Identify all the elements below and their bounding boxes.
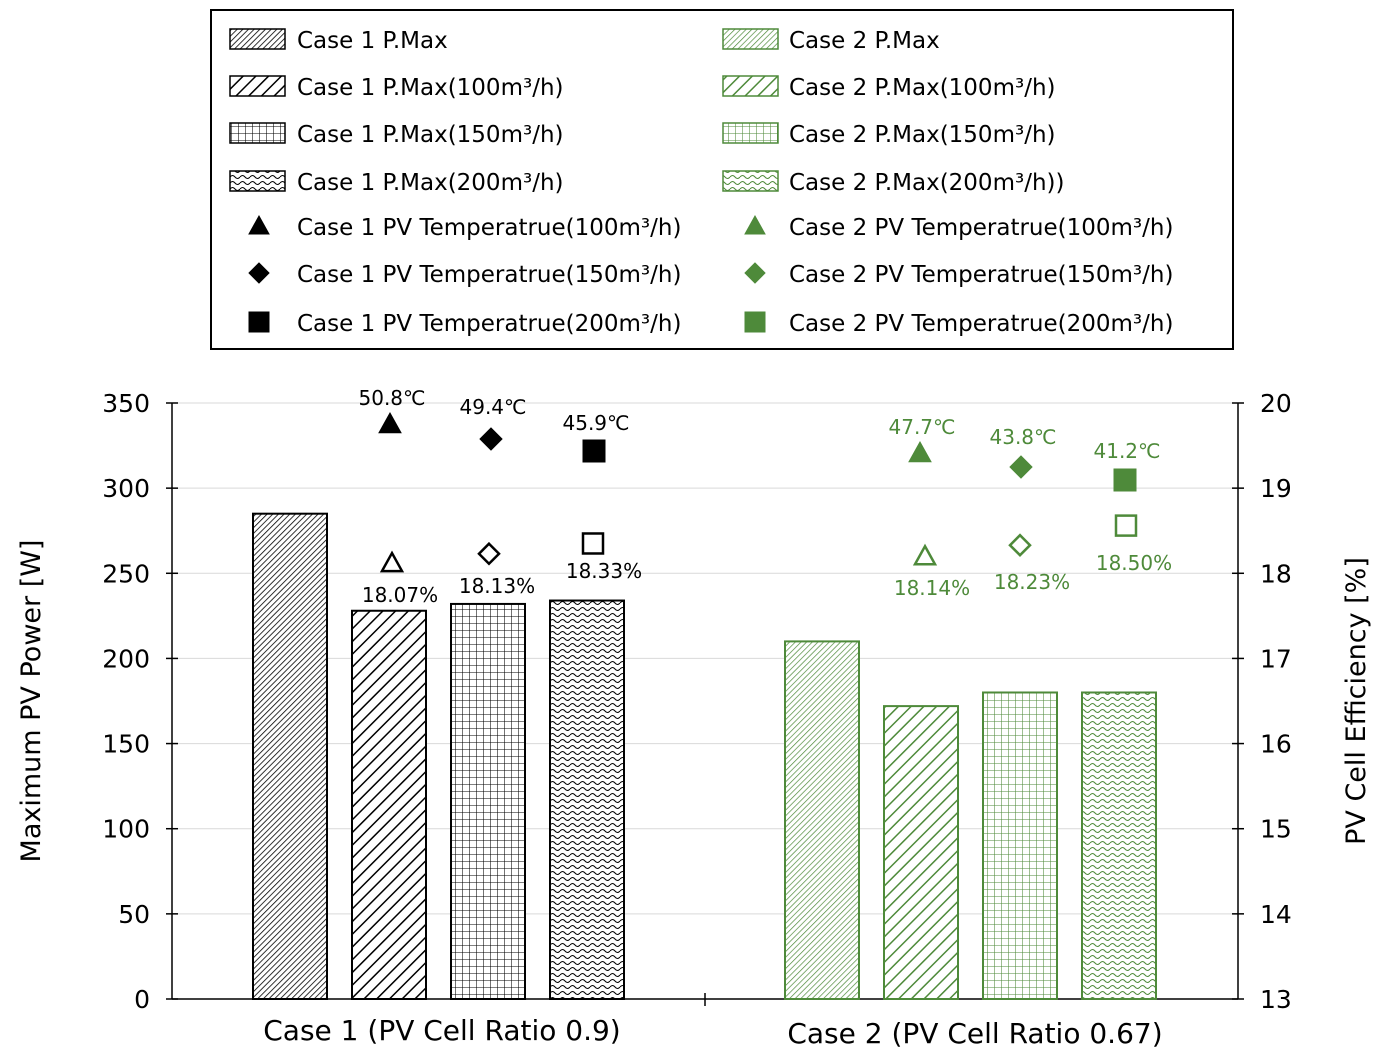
bar-case-1-p-max-200m-h xyxy=(549,599,625,1000)
temp-label: 45.9℃ xyxy=(563,411,630,435)
eff-label: 18.13% xyxy=(459,574,535,598)
legend-label: Case 2 PV Temperatrue(100m³/h) xyxy=(789,215,1173,241)
temp-label: 43.8℃ xyxy=(990,425,1057,449)
gridlines xyxy=(172,402,1238,915)
bar-case-2-p-max xyxy=(784,640,860,1001)
legend-marker xyxy=(744,214,766,235)
temp-marker-case1-tri xyxy=(378,411,402,434)
y-tick-label: 50 xyxy=(118,900,150,929)
y2-tick-label: 13 xyxy=(1260,985,1292,1014)
legend-swatch xyxy=(229,170,286,192)
legend-label: Case 1 PV Temperatrue(100m³/h) xyxy=(297,215,681,241)
legend-label: Case 1 PV Temperatrue(150m³/h) xyxy=(297,262,681,288)
temp-marker-case2-tri xyxy=(908,440,932,463)
eff-label: 18.07% xyxy=(362,583,438,607)
eff-label: 18.23% xyxy=(994,570,1070,594)
temp-label: 47.7℃ xyxy=(889,415,956,439)
legend-label: Case 2 P.Max xyxy=(789,28,940,54)
legend-swatch xyxy=(229,28,286,50)
legend-label: Case 2 P.Max(150m³/h) xyxy=(789,122,1056,148)
y2-tick-label: 20 xyxy=(1260,389,1292,418)
legend-marker xyxy=(248,262,270,284)
y-tick-label: 150 xyxy=(102,730,150,759)
bar-case-1-p-max-150m-h xyxy=(450,602,526,1000)
group-label-case2: Case 2 (PV Cell Ratio 0.67) xyxy=(787,1017,1162,1050)
eff-marker-case2-tri xyxy=(912,543,938,566)
temp-marker-case1-dia xyxy=(479,427,503,451)
eff-marker-case1-tri xyxy=(379,550,405,573)
legend-label: Case 1 P.Max(100m³/h) xyxy=(297,75,564,101)
legend-swatch xyxy=(722,122,779,144)
legend-swatch xyxy=(722,28,779,50)
eff-label: 18.50% xyxy=(1096,551,1172,575)
bar-case-2-p-max-150m-h xyxy=(982,691,1058,1000)
y-tick-label: 250 xyxy=(102,559,150,588)
temp-marker-case1-sq xyxy=(582,439,606,463)
legend-swatch xyxy=(722,170,779,192)
legend-label: Case 1 PV Temperatrue(200m³/h) xyxy=(297,311,681,337)
markers: 50.8℃ 49.4℃ 45.9℃ 47.7℃ 43.8℃ 41.2℃ 18.07% 18.1… xyxy=(359,386,1173,607)
legend-box xyxy=(210,9,1234,350)
legend-label: Case 2 P.Max(100m³/h) xyxy=(789,75,1056,101)
legend-marker xyxy=(744,262,766,284)
y-tick-label: 200 xyxy=(102,644,150,673)
y2-tick-label: 19 xyxy=(1260,474,1292,503)
y2-tick-label: 15 xyxy=(1260,815,1292,844)
temp-label: 50.8℃ xyxy=(359,386,426,410)
y2-axis-title: PV Cell Efficiency [%] xyxy=(1341,557,1372,845)
y2-tick-label: 18 xyxy=(1260,559,1292,588)
legend-label: Case 2 P.Max(200m³/h)) xyxy=(789,170,1064,196)
eff-marker-case1-dia xyxy=(477,541,501,566)
temp-marker-case2-dia xyxy=(1009,455,1033,479)
temp-marker-case2-sq xyxy=(1113,468,1137,492)
y-axis-ticks: 0 50 100 150 200 250 300 350 xyxy=(102,389,178,1014)
temp-label: 49.4℃ xyxy=(460,395,527,419)
eff-label: 18.33% xyxy=(566,559,642,583)
legend-label: Case 1 P.Max xyxy=(297,28,448,54)
y2-axis-ticks: 13 14 15 16 17 18 19 20 xyxy=(1232,389,1292,1014)
bar-case-1-p-max-100m-h xyxy=(351,609,427,1001)
legend-marker xyxy=(744,311,766,333)
bar-case-2-p-max-100m-h xyxy=(883,705,959,1000)
eff-label: 18.14% xyxy=(894,576,970,600)
legend-label: Case 2 PV Temperatrue(200m³/h) xyxy=(789,311,1173,337)
legend-swatch xyxy=(229,122,286,144)
y2-tick-label: 16 xyxy=(1260,730,1292,759)
group-label-case1: Case 1 (PV Cell Ratio 0.9) xyxy=(263,1014,620,1047)
y-tick-label: 350 xyxy=(102,389,150,418)
bar-case-1-p-max xyxy=(252,512,328,1001)
legend: Case 1 P.Max Case 2 P.Max Case 1 P.Max(100… xyxy=(229,28,1173,337)
legend-label: Case 1 P.Max(150m³/h) xyxy=(297,122,564,148)
legend-swatch xyxy=(229,75,286,97)
y2-tick-label: 17 xyxy=(1260,644,1292,673)
y-tick-label: 100 xyxy=(102,815,150,844)
axes xyxy=(171,403,1239,1006)
bar-case-2-p-max-200m-h xyxy=(1081,691,1157,1000)
legend-label: Case 1 P.Max(200m³/h) xyxy=(297,170,564,196)
eff-marker-case1-sq xyxy=(581,532,605,555)
y-tick-label: 300 xyxy=(102,474,150,503)
y-axis-title: Maximum PV Power [W] xyxy=(16,540,47,863)
legend-label: Case 2 PV Temperatrue(150m³/h) xyxy=(789,262,1173,288)
eff-marker-case2-dia xyxy=(1008,533,1032,557)
y-tick-label: 0 xyxy=(134,985,150,1014)
legend-marker xyxy=(248,214,270,235)
temp-label: 41.2℃ xyxy=(1094,439,1161,463)
y2-tick-label: 14 xyxy=(1260,900,1292,929)
legend-swatch xyxy=(722,75,779,97)
legend-marker xyxy=(248,311,270,333)
bars xyxy=(252,512,1157,1001)
eff-marker-case2-sq xyxy=(1114,514,1138,537)
